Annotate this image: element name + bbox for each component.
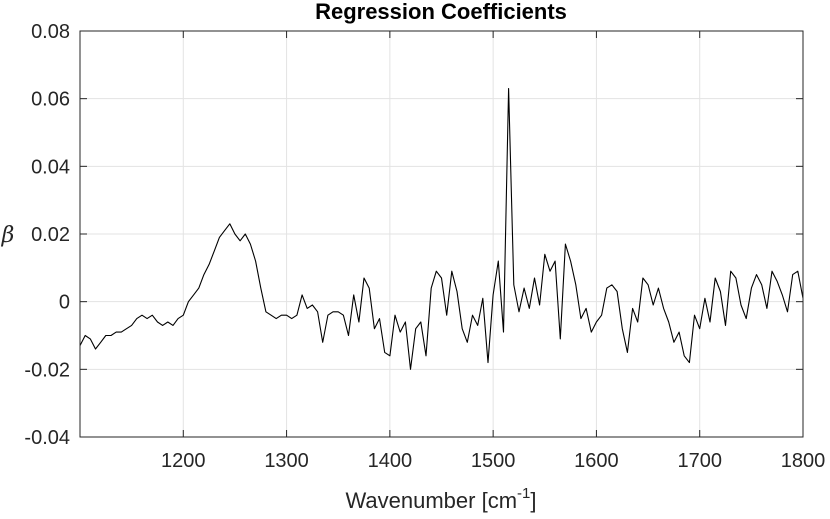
grid-lines: [80, 30, 804, 438]
axes-frame: [79, 30, 804, 438]
x-tick-label-4: 1600: [574, 450, 619, 472]
x-axis-label-superscript: -1: [517, 485, 530, 502]
y-tick-label-4: 0.04: [31, 156, 70, 178]
x-tick-label-1: 1300: [264, 450, 309, 472]
y-tick-label-2: 0: [59, 292, 70, 314]
y-tick-label-6: 0.08: [31, 21, 70, 43]
y-tick-label-1: -0.02: [24, 359, 70, 381]
x-axis-label: Wavenumber [cm-1]: [345, 485, 536, 513]
coefficient-line: [79, 87, 804, 370]
y-axis-label: β: [1, 223, 15, 248]
chart-title: Regression Coefficients: [315, 0, 567, 24]
x-axis-label-main: Wavenumber [cm: [345, 488, 517, 513]
coefficient-series: [79, 87, 804, 370]
x-tick-labels: 1200 1300 1400 1500 1600 1700 1800: [161, 450, 825, 472]
x-tick-label-2: 1400: [368, 450, 413, 472]
y-tick-label-5: 0.06: [31, 89, 70, 111]
x-tick-label-0: 1200: [161, 450, 206, 472]
x-tick-label-3: 1500: [471, 450, 516, 472]
y-tick-labels: -0.04 -0.02 0 0.02 0.04 0.06 0.08: [24, 21, 70, 449]
y-tick-label-3: 0.02: [31, 224, 70, 246]
x-tick-label-5: 1700: [677, 450, 722, 472]
x-tick-label-6: 1800: [781, 450, 826, 472]
y-tick-label-0: -0.04: [24, 427, 70, 449]
x-axis-label-end: ]: [530, 488, 536, 513]
